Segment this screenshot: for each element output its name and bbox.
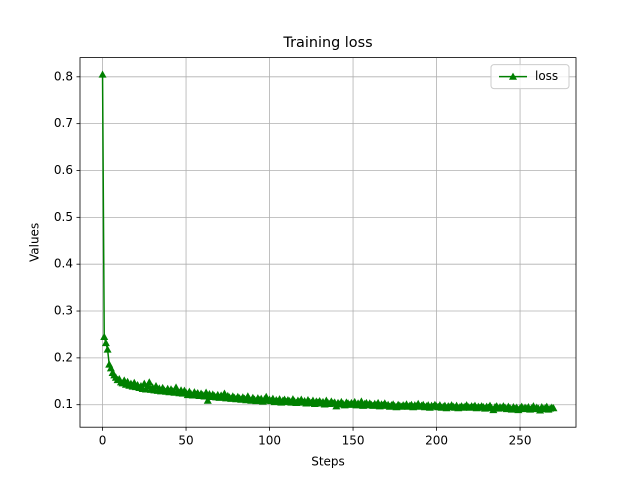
y-tick-label: 0.2 <box>54 350 73 364</box>
y-axis-label: Values <box>28 223 42 262</box>
point-marker <box>200 392 209 400</box>
y-tick-label: 0.1 <box>54 397 73 411</box>
y-tick-label: 0.3 <box>54 304 73 318</box>
x-axis-label: Steps <box>311 455 345 469</box>
y-tick-label: 0.8 <box>54 69 73 83</box>
y-tick-label: 0.5 <box>54 210 73 224</box>
legend-label: loss <box>535 69 558 83</box>
point-marker <box>143 382 152 390</box>
legend: loss <box>490 64 570 90</box>
x-tick-label: 250 <box>509 434 532 448</box>
chart-title: Training loss <box>282 35 372 51</box>
plot-layer <box>98 70 558 414</box>
y-tick-label: 0.4 <box>54 257 73 271</box>
x-tick-label: 150 <box>342 434 365 448</box>
x-tick-label: 0 <box>99 434 107 448</box>
legend-marker <box>509 72 517 80</box>
point-marker <box>100 332 109 340</box>
x-tick-label: 50 <box>178 434 193 448</box>
legend-box <box>490 64 570 90</box>
point-marker <box>145 378 154 386</box>
point-marker <box>549 403 558 412</box>
axes-frame <box>79 57 577 428</box>
grid <box>80 57 576 428</box>
point-marker <box>101 338 110 347</box>
y-tick-label: 0.6 <box>54 163 73 177</box>
x-tick-label: 200 <box>425 434 448 448</box>
y-tick-label: 0.7 <box>54 116 73 130</box>
point-marker <box>203 396 212 404</box>
point-marker <box>98 70 107 78</box>
point-marker <box>103 345 112 353</box>
x-tick-label: 100 <box>258 434 281 448</box>
